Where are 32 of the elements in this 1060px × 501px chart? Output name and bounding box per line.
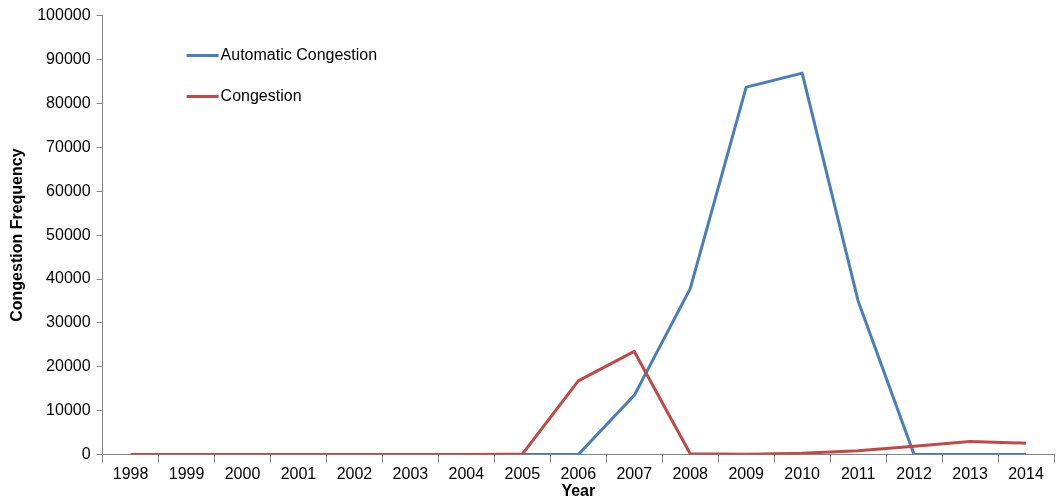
x-tick-label: 2004 — [448, 464, 485, 482]
x-tick-label: 2009 — [728, 464, 765, 482]
legend-label: Congestion — [220, 87, 302, 105]
x-axis-title: Year — [561, 481, 596, 499]
x-tick-label: 2002 — [336, 464, 373, 482]
x-tick-label: 2001 — [280, 464, 317, 482]
y-tick-label: 10000 — [46, 401, 91, 419]
y-tick-label: 50000 — [46, 225, 91, 243]
y-axis-title: Congestion Frequency — [8, 148, 26, 322]
x-tick-label: 2012 — [896, 464, 932, 482]
y-tick-label: 100000 — [37, 6, 91, 24]
y-tick-label: 90000 — [46, 49, 91, 67]
x-tick-label: 1999 — [168, 464, 205, 482]
x-tick-label: 2003 — [392, 464, 429, 482]
y-tick-label: 40000 — [46, 269, 91, 287]
legend-label: Automatic Congestion — [220, 46, 378, 64]
x-tick-label: 2005 — [504, 464, 541, 482]
x-tick-label: 2006 — [560, 464, 597, 482]
x-tick-label: 2000 — [224, 464, 261, 482]
x-tick-label: 2008 — [672, 464, 709, 482]
y-tick-label: 70000 — [46, 137, 91, 155]
x-tick-label: 2010 — [784, 464, 821, 482]
x-tick-label: 2007 — [616, 464, 653, 482]
y-tick-label: 20000 — [46, 357, 91, 375]
y-tick-label: 80000 — [46, 93, 91, 111]
y-tick-label: 60000 — [46, 181, 91, 199]
x-tick-label: 2014 — [1008, 464, 1044, 482]
x-tick-label: 2013 — [952, 464, 988, 482]
y-tick-label: 30000 — [46, 313, 91, 331]
y-tick-label: 0 — [81, 445, 91, 463]
x-tick-label: 1998 — [112, 464, 149, 482]
x-tick-label: 2011 — [840, 464, 876, 482]
